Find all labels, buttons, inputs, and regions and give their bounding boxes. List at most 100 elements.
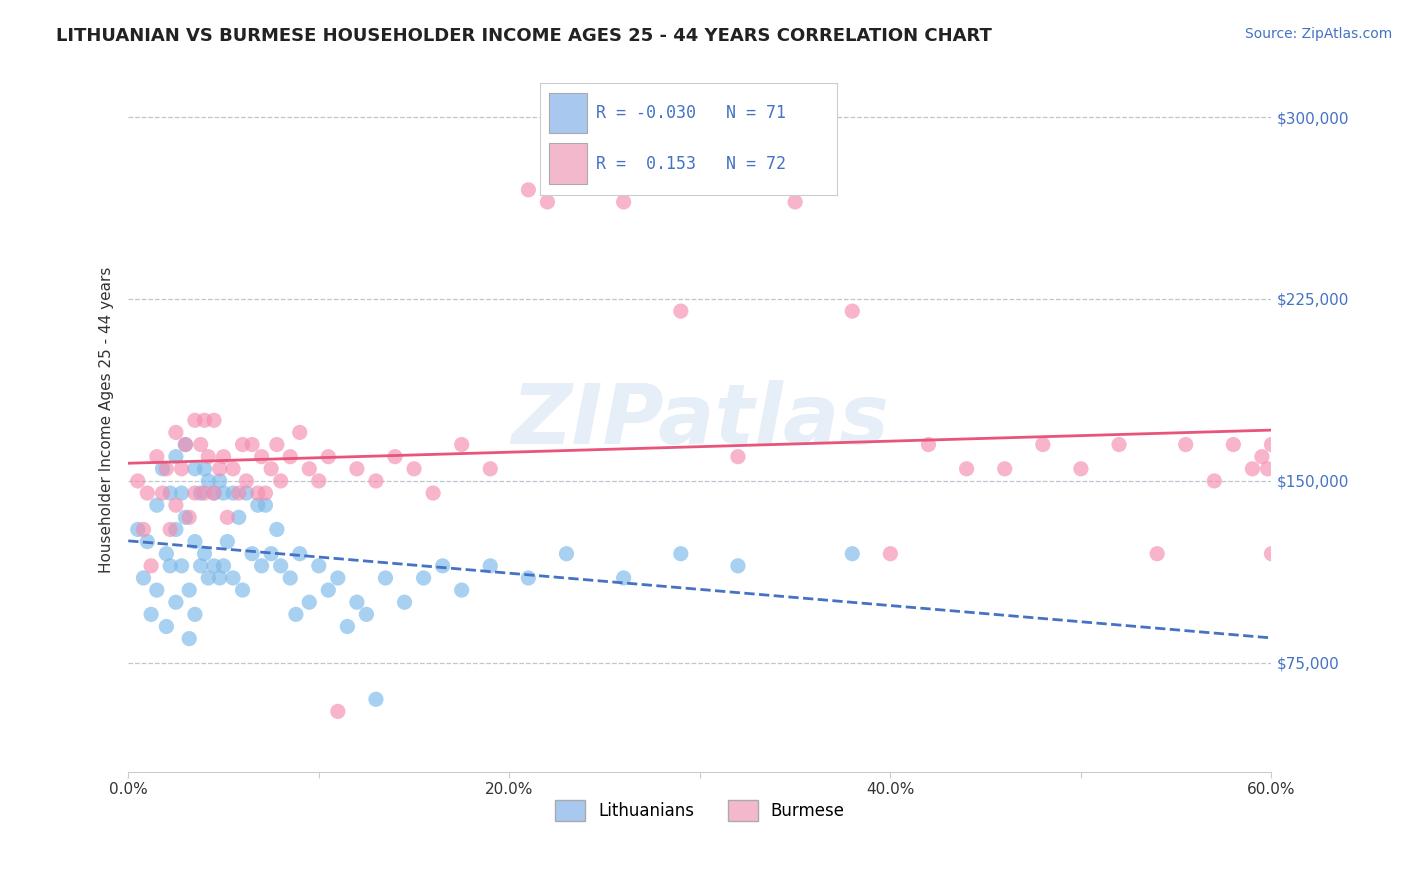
Point (841, 304, 863, 318)
Point (155, 619, 177, 633)
Point (136, 534, 159, 549)
Y-axis label: Householder Income Ages 25 - 44 years: Householder Income Ages 25 - 44 years (100, 267, 114, 574)
Point (190, 558, 212, 573)
Point (536, 194, 558, 209)
Point (278, 450, 301, 464)
Point (266, 523, 288, 537)
Point (228, 486, 250, 500)
Point (202, 486, 225, 500)
Point (127, 523, 149, 537)
Point (190, 437, 212, 451)
Point (517, 183, 540, 197)
Point (202, 413, 225, 427)
Point (270, 474, 292, 488)
Point (254, 498, 277, 512)
Point (208, 571, 231, 585)
Point (170, 486, 193, 500)
Point (326, 571, 349, 585)
Point (136, 486, 159, 500)
Point (184, 534, 207, 549)
Point (955, 462, 977, 476)
Point (179, 632, 201, 646)
Point (422, 486, 444, 500)
Text: LITHUANIAN VS BURMESE HOUSEHOLDER INCOME AGES 25 - 44 YEARS CORRELATION CHART: LITHUANIAN VS BURMESE HOUSEHOLDER INCOME… (56, 27, 993, 45)
Point (202, 558, 225, 573)
Point (202, 486, 225, 500)
Point (179, 583, 201, 598)
Point (184, 607, 207, 622)
Point (308, 474, 330, 488)
Point (165, 498, 187, 512)
Point (260, 547, 283, 561)
Point (174, 437, 197, 451)
Point (159, 523, 181, 537)
Point (346, 462, 368, 476)
Point (165, 425, 187, 440)
Point (1146, 547, 1168, 561)
Point (246, 486, 269, 500)
Point (155, 462, 177, 476)
Point (270, 558, 292, 573)
Point (1070, 462, 1092, 476)
Point (132, 571, 155, 585)
Point (318, 450, 340, 464)
Point (298, 595, 321, 609)
Point (193, 462, 215, 476)
Point (613, 194, 636, 209)
Point (222, 462, 245, 476)
Point (235, 486, 257, 500)
Point (288, 547, 311, 561)
Point (432, 558, 454, 573)
Point (727, 450, 749, 464)
Point (727, 558, 749, 573)
Point (190, 486, 212, 500)
Point (450, 437, 472, 451)
Point (217, 510, 239, 524)
Point (517, 571, 540, 585)
Point (412, 571, 434, 585)
Point (555, 547, 578, 561)
Point (669, 547, 692, 561)
Point (994, 462, 1017, 476)
Point (336, 619, 359, 633)
Point (174, 510, 197, 524)
Point (165, 523, 187, 537)
Point (139, 558, 162, 573)
Point (479, 462, 502, 476)
Point (1222, 437, 1244, 451)
Point (785, 194, 807, 209)
Point (146, 498, 169, 512)
Point (152, 462, 174, 476)
Point (228, 510, 250, 524)
Point (193, 413, 215, 427)
Point (240, 547, 263, 561)
Point (146, 450, 169, 464)
Point (402, 462, 425, 476)
Point (184, 462, 207, 476)
Point (613, 571, 636, 585)
Point (346, 595, 368, 609)
Point (1260, 547, 1282, 561)
Point (246, 498, 269, 512)
Point (184, 486, 207, 500)
Point (193, 547, 215, 561)
Point (1204, 474, 1226, 488)
Text: ZIPatlas: ZIPatlas (510, 380, 889, 461)
Point (232, 583, 254, 598)
Point (394, 595, 416, 609)
Point (574, 170, 596, 185)
Point (1032, 437, 1054, 451)
Point (266, 437, 288, 451)
Point (184, 413, 207, 427)
Point (159, 558, 181, 573)
Point (208, 474, 231, 488)
Point (170, 462, 193, 476)
Point (155, 547, 177, 561)
Point (165, 450, 187, 464)
Text: Source: ZipAtlas.com: Source: ZipAtlas.com (1244, 27, 1392, 41)
Point (879, 547, 901, 561)
Point (450, 583, 472, 598)
Point (1108, 437, 1130, 451)
Point (235, 474, 257, 488)
Point (326, 705, 349, 719)
